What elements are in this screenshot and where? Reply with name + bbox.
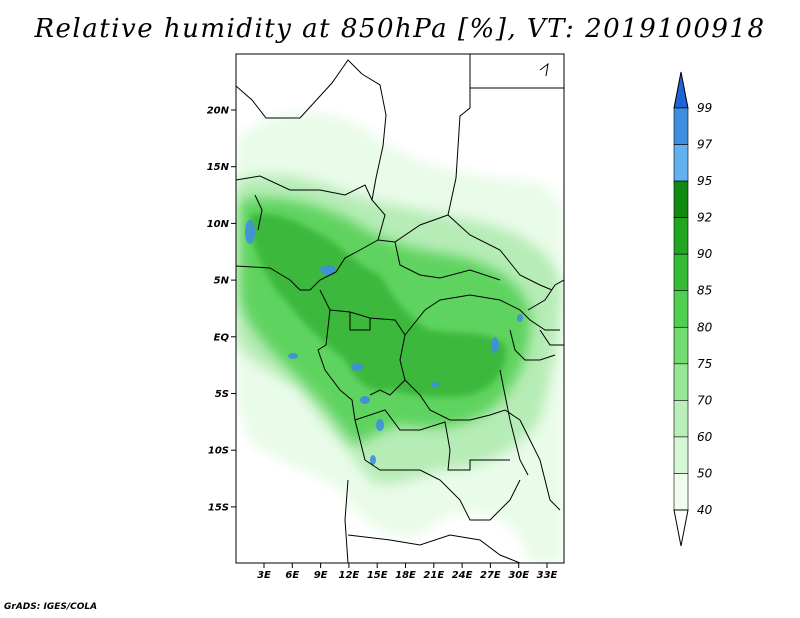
lon-label: 3E [257, 570, 271, 581]
humidity-shading-peak [250, 213, 506, 398]
lon-label: 30E [508, 570, 529, 581]
colorbar-segment [673, 217, 689, 255]
colorbar-label: 60 [697, 430, 713, 444]
lon-label: 24E [452, 570, 473, 581]
grads-credit: GrADS: IGES/COLA [4, 602, 98, 612]
lon-label: 27E [480, 570, 501, 581]
colorbar-segment [673, 436, 689, 474]
lon-label: 12E [339, 570, 360, 581]
lat-label: 10S [208, 446, 229, 457]
map-frame [235, 53, 565, 564]
colorbar-segment [673, 253, 689, 292]
colorbar-segment [673, 144, 689, 182]
lon-label: 6E [285, 570, 299, 581]
lat-label: 15N [207, 162, 230, 173]
colorbar: 99 97 95 92 90 85 80 75 70 60 50 40 [673, 71, 713, 547]
colorbar-label: 80 [697, 320, 713, 334]
colorbar-label: 95 [697, 174, 712, 188]
saturated-patches [245, 220, 523, 465]
colorbar-segment [673, 473, 689, 511]
map-title: Relative humidity at 850hPa [%], VT: 201… [34, 14, 766, 44]
lat-label: EQ [214, 332, 230, 343]
colorbar-top-arrow [673, 71, 689, 109]
colorbar-label: 97 [697, 138, 713, 152]
colorbar-label: 75 [697, 357, 712, 371]
colorbar-label: 92 [697, 211, 712, 225]
colorbar-segment [673, 107, 689, 145]
lon-label: 33E [537, 570, 558, 581]
lon-label: 15E [367, 570, 388, 581]
lat-label: 10N [207, 219, 230, 230]
lat-label: 5N [214, 276, 230, 287]
lon-label: 18E [395, 570, 416, 581]
colorbar-segment [673, 290, 689, 328]
colorbar-label: 90 [697, 247, 713, 261]
lon-label: 9E [314, 570, 328, 581]
colorbar-label: 85 [697, 284, 712, 298]
humidity-field [236, 54, 564, 563]
longitude-axis: 3E 6E 9E 12E 15E 18E 21E 24E 27E 30E 33E [257, 563, 558, 581]
lat-label: 20N [207, 106, 230, 117]
colorbar-segment [673, 363, 689, 401]
colorbar-segment [673, 326, 689, 365]
colorbar-label: 40 [697, 503, 713, 517]
colorbar-label: 50 [697, 466, 713, 480]
colorbar-bottom-arrow [673, 509, 689, 547]
colorbar-segment [673, 400, 689, 438]
lat-label: 15S [208, 502, 229, 513]
lon-label: 21E [423, 570, 444, 581]
colorbar-segment [673, 180, 689, 218]
borders [236, 54, 564, 563]
latitude-axis: 20N 15N 10N 5N EQ 5S 10S 15S [207, 106, 236, 513]
colorbar-label: 99 [697, 101, 712, 115]
lat-label: 5S [215, 389, 229, 400]
colorbar-label: 70 [697, 393, 713, 407]
